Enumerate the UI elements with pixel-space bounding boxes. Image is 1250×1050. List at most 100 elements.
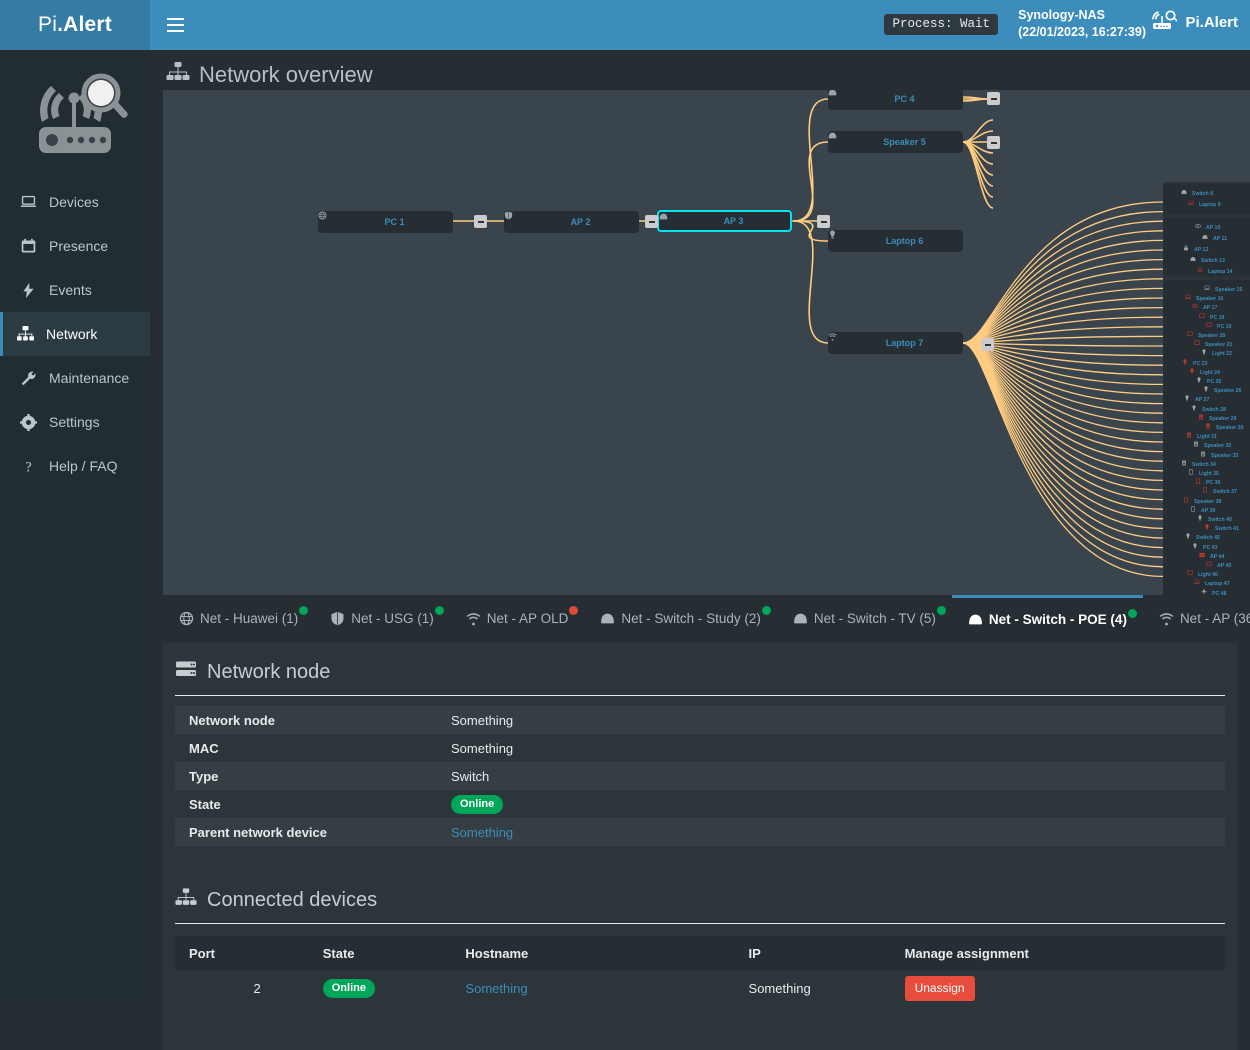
group-child-label: Switch 8 (1192, 191, 1213, 197)
app-logo[interactable]: Pi.Alert (0, 0, 150, 50)
group-child-laptop-14[interactable]: Laptop 14 (1197, 267, 1233, 277)
group-child-label: AP 27 (1195, 397, 1209, 403)
field-label: State (175, 790, 437, 818)
sidebar-item-help-faq[interactable]: ?Help / FAQ (0, 444, 150, 488)
group-child-label: PC 19 (1217, 324, 1231, 330)
network-map[interactable]: PC 1 AP 2 AP 3 PC 4 Speaker 5 Laptop 6 Laptop … (163, 90, 1250, 595)
group-child-label: Speaker 33 (1211, 453, 1238, 459)
tab-label: Net - USG (1) (351, 611, 434, 626)
laptop-icon (19, 193, 37, 211)
group-child-label: Switch 40 (1208, 517, 1232, 523)
tab-label: Net - AP (36) (1180, 611, 1250, 626)
tab-net-ap-old[interactable]: Net - AP OLD (450, 595, 585, 643)
sidebar-item-label: Presence (49, 238, 108, 254)
network-node-tabs[interactable]: Net - Huawei (1) Net - USG (1) Net - AP OL… (163, 595, 1250, 643)
brand-right[interactable]: Pi.Alert (1151, 10, 1238, 34)
cell-action: Unassign (891, 970, 1225, 1006)
group-child-ap-12[interactable]: AP 12 (1183, 245, 1208, 255)
tab-net-switch-tv-5[interactable]: Net - Switch - TV (5) (777, 595, 952, 643)
sidebar-item-events[interactable]: Events (0, 268, 150, 312)
group-child-switch-8[interactable]: Switch 8 (1181, 189, 1213, 199)
sidebar-logo-icon (0, 50, 150, 180)
status-badge: Online (323, 979, 375, 998)
unassign-button[interactable]: Unassign (905, 976, 975, 1001)
pc-icon (1206, 563, 1212, 569)
switch-icon (876, 95, 885, 104)
server-icon (175, 659, 197, 685)
tab-net-usg-1[interactable]: Net - USG (1) (314, 595, 450, 643)
group-child-laptop-9[interactable]: Laptop 9 (1188, 200, 1221, 210)
tab-label: Net - Huawei (1) (200, 611, 298, 626)
group-child-label: Switch 37 (1213, 489, 1237, 495)
sidebar-item-settings[interactable]: Settings (0, 400, 150, 444)
switch-icon (865, 138, 874, 147)
cell-ip: Something (735, 970, 891, 1006)
top-header-bar: Pi.Alert Process: Wait Synology-NAS (22/… (0, 0, 1250, 50)
tab-net-switch-poe-4[interactable]: Net - Switch - POE (4) (952, 595, 1143, 643)
speaker-icon (1205, 425, 1211, 431)
map-node-speaker-5[interactable]: Speaker 5 (828, 131, 963, 153)
network-node-divider (175, 695, 1225, 696)
cell-hostname: Something (451, 970, 734, 1006)
light-icon (1196, 379, 1202, 385)
calendar-icon (19, 237, 37, 255)
column-header[interactable]: Manage assignment (891, 936, 1225, 970)
column-header[interactable]: IP (735, 936, 891, 970)
sidebar-item-presence[interactable]: Presence (0, 224, 150, 268)
column-header[interactable]: State (309, 936, 452, 970)
hostname-link[interactable]: Something (465, 981, 527, 996)
map-node-pc-1[interactable]: PC 1 (318, 211, 453, 233)
page-title: Network overview (150, 50, 1250, 88)
group-child-label: PC 18 (1210, 315, 1224, 321)
map-node-ap-2[interactable]: AP 2 (504, 211, 639, 233)
collapse-toggle-pc4[interactable] (987, 92, 1000, 105)
hamburger-icon[interactable] (150, 0, 200, 50)
group-child-ap-10[interactable]: AP 10 (1195, 223, 1220, 233)
column-header[interactable]: Hostname (451, 936, 734, 970)
group-child-label: PC 23 (1193, 361, 1207, 367)
column-header[interactable]: Port (175, 936, 309, 970)
map-node-pc-4[interactable]: PC 4 (828, 90, 963, 110)
map-node-laptop-7[interactable]: Laptop 7 (828, 332, 963, 354)
ap-icon (1195, 225, 1201, 231)
sidebar-item-devices[interactable]: Devices (0, 180, 150, 224)
map-node-label: PC 1 (384, 217, 404, 227)
tab-net-switch-study-2[interactable]: Net - Switch - Study (2) (584, 595, 777, 643)
server-name: Synology-NAS (1018, 7, 1146, 24)
tab-net-ap-36[interactable]: Net - AP (36) (1143, 595, 1250, 643)
map-node-label: AP 3 (724, 216, 744, 226)
map-node-ap-3[interactable]: AP 3 (657, 210, 792, 232)
laptop-icon (1204, 287, 1210, 293)
collapse-toggle-ap2[interactable] (645, 215, 658, 228)
parent-device-link[interactable]: Something (451, 825, 513, 840)
phone-icon (1195, 480, 1201, 486)
map-node-laptop-6[interactable]: Laptop 6 (828, 230, 963, 252)
group-child-label: Light 22 (1212, 351, 1232, 357)
sidebar-item-label: Events (49, 282, 92, 298)
router-icon (1151, 10, 1177, 34)
sidebar-item-maintenance[interactable]: Maintenance (0, 356, 150, 400)
collapse-toggle-lap7[interactable] (981, 338, 994, 351)
collapse-toggle-spk5[interactable] (987, 136, 1000, 149)
sidebar-item-label: Network (46, 326, 97, 342)
connected-devices-title-label: Connected devices (207, 889, 377, 912)
server-info: Synology-NAS (22/01/2023, 16:27:39) (1018, 7, 1146, 41)
speaker-icon (1198, 416, 1204, 422)
group-child-switch-13[interactable]: Switch 13 (1190, 256, 1225, 266)
pc-icon (1199, 315, 1205, 321)
group-child-label: Light 35 (1199, 471, 1219, 477)
pc-icon (1187, 572, 1193, 578)
tab-net-huawei-1[interactable]: Net - Huawei (1) (163, 595, 314, 643)
sidebar-item-network[interactable]: Network (0, 312, 150, 356)
collapse-toggle-pc1[interactable] (474, 215, 487, 228)
bolt-icon (19, 281, 37, 299)
group-child-ap-11[interactable]: AP 11 (1202, 234, 1227, 244)
switch-icon (706, 217, 715, 226)
collapse-toggle-ap3[interactable] (817, 215, 830, 228)
light-icon (1184, 397, 1190, 403)
laptop-icon (1188, 202, 1194, 208)
